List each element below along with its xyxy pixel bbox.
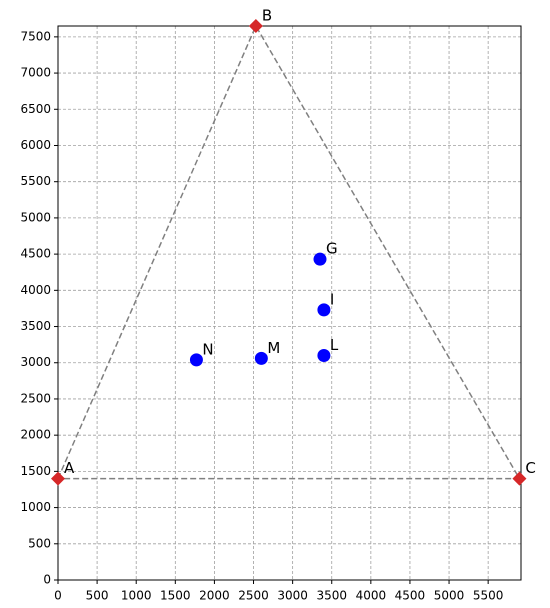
y-tick-label: 500 [28,536,51,550]
point-label: N [202,340,213,358]
x-tick-label: 5500 [473,589,504,603]
point-label: A [64,459,75,477]
x-tick-label: 1500 [160,589,191,603]
x-tick-label: 4500 [395,589,426,603]
point [51,471,65,486]
y-tick-label: 2500 [20,391,51,405]
x-tick-label: 0 [54,589,62,603]
x-tick-label: 5000 [434,589,465,603]
y-tick-label: 7000 [20,66,51,80]
y-tick-label: 2000 [20,428,51,442]
point [313,252,327,266]
y-tick-label: 0 [43,573,51,587]
point-label: I [330,290,334,308]
point-label: G [326,240,338,258]
point [248,19,263,33]
point [189,353,203,367]
y-tick-label: 6000 [20,138,51,152]
point-label: L [330,336,339,354]
point-label: C [525,459,535,477]
y-tick-label: 6500 [20,102,51,116]
x-tick-label: 1000 [121,589,152,603]
x-tick-label: 3000 [277,589,308,603]
y-tick-label: 4500 [20,247,51,261]
y-tick-label: 1000 [20,500,51,514]
point [317,349,331,363]
y-tick-label: 3000 [20,355,51,369]
y-tick-label: 5000 [20,210,51,224]
y-tick-label: 1500 [20,464,51,478]
point-label: B [262,7,272,25]
y-tick-label: 4000 [20,283,51,297]
x-tick-label: 3500 [316,589,347,603]
point [512,471,527,486]
y-tick-label: 5500 [20,174,51,188]
x-tick-label: 500 [86,589,109,603]
x-tick-label: 2000 [199,589,230,603]
point [317,303,331,317]
x-tick-label: 2500 [238,589,269,603]
y-tick-label: 7500 [20,29,51,43]
point [254,351,268,365]
outline [56,24,521,480]
plot-frame [57,25,522,581]
point-label: M [267,339,280,357]
x-tick-label: 4000 [356,589,387,603]
y-tick-label: 3500 [20,319,51,333]
